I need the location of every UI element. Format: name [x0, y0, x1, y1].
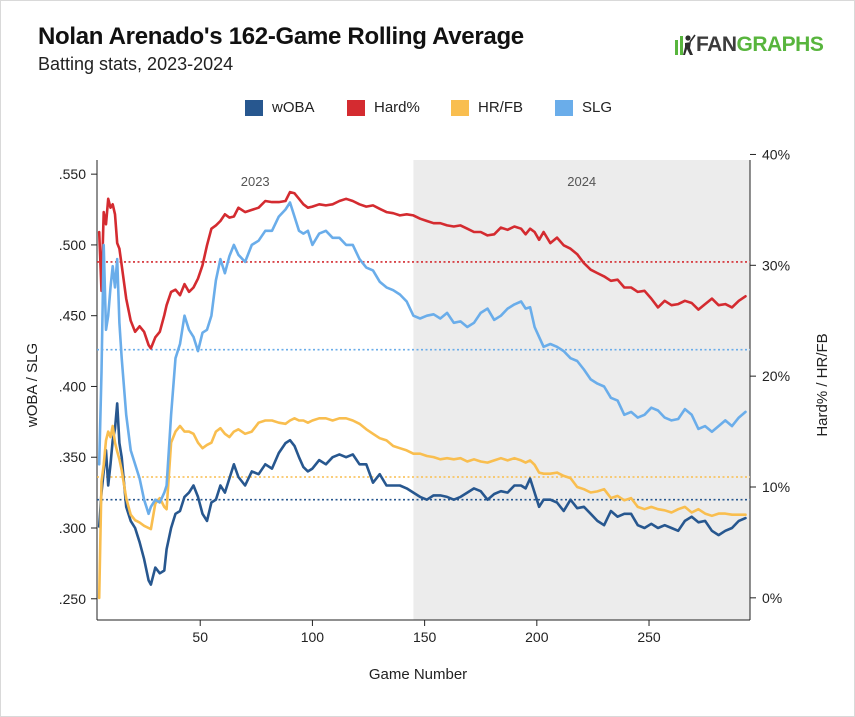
series-line-hard [97, 190, 747, 350]
x-tick-label: 50 [192, 629, 208, 645]
y-left-tick-label: .450 [59, 308, 86, 324]
chart-subtitle: Batting stats, 2023-2024 [38, 54, 234, 74]
legend-label-slg: SLG [582, 99, 613, 116]
y-right-tick-label: 10% [762, 479, 790, 495]
legend-item-hard: Hard% [347, 99, 420, 116]
series-line-slg [97, 201, 747, 516]
legend-swatch-slg [555, 99, 573, 116]
x-axis-title: Game Number [369, 666, 467, 683]
logo-wordmark: FANGRAPHS [696, 33, 824, 56]
legend-label-woba: wOBA [272, 99, 315, 116]
legend-label-hard: Hard% [374, 99, 420, 116]
y-right-tick-label: 20% [762, 368, 790, 384]
y-left-tick-label: .400 [59, 378, 86, 394]
legend-item-woba: wOBA [245, 99, 315, 116]
y-right-tick-label: 40% [762, 146, 790, 162]
legend-item-slg: SLG [555, 99, 612, 116]
season-label-2024: 2024 [567, 174, 596, 189]
y-left-tick-label: .550 [59, 166, 86, 182]
y-axis-right-title: Hard% / HR/FB [814, 333, 831, 436]
x-tick-label: 100 [301, 629, 325, 645]
y-left-tick-label: .250 [59, 591, 86, 607]
y-axis-left-title: wOBA / SLG [24, 343, 41, 428]
y-left-tick-label: .500 [59, 237, 86, 253]
y-left-tick-label: .350 [59, 449, 86, 465]
legend-swatch-woba [245, 99, 263, 116]
batter-icon [675, 34, 696, 55]
legend-label-hrfb: HR/FB [478, 99, 523, 116]
y-right-tick-label: 30% [762, 257, 790, 273]
y-right-tick-label: 0% [762, 590, 782, 606]
legend-swatch-hrfb [451, 99, 469, 116]
x-tick-label: 150 [413, 629, 437, 645]
fangraphs-logo: FANGRAPHS [672, 33, 824, 57]
season-label-2023: 2023 [241, 174, 270, 189]
legend-swatch-hard [347, 99, 365, 116]
series-line-woba [97, 402, 747, 586]
x-tick-label: 250 [637, 629, 661, 645]
legend: wOBA Hard% HR/FB SLG [0, 99, 855, 119]
chart-title: Nolan Arenado's 162-Game Rolling Average [38, 23, 524, 50]
y-left-tick-label: .300 [59, 520, 86, 536]
legend-item-hrfb: HR/FB [451, 99, 523, 116]
season-shade-2024 [413, 160, 750, 620]
x-tick-label: 200 [525, 629, 549, 645]
